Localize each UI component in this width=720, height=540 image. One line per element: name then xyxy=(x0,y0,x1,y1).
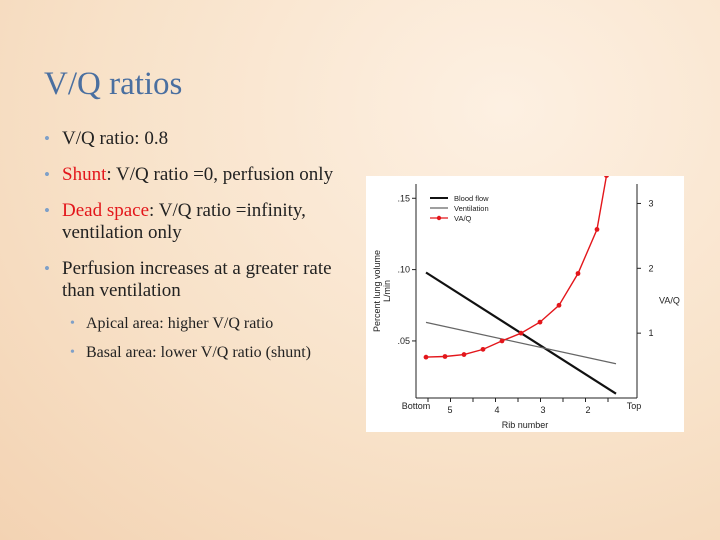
y2-tick-label: 3 xyxy=(648,198,653,208)
series-line-ventilation xyxy=(425,321,617,365)
vaq-data-point xyxy=(480,346,486,352)
bullet-dead-space: Dead space: V/Q ratio =infinity, ventila… xyxy=(44,200,344,244)
x-end-label-top: Top xyxy=(627,401,642,411)
sub-bullet-basal: Basal area: lower V/Q ratio (shunt) xyxy=(70,343,344,362)
x-tick-label: 5 xyxy=(447,405,452,415)
vaq-data-point xyxy=(594,226,600,232)
y-tick-label: .05 xyxy=(397,336,410,346)
x-tick-label: 2 xyxy=(585,405,590,415)
x-tick-label: 3 xyxy=(540,405,545,415)
dead-space-term: Dead space xyxy=(62,200,150,221)
vaq-data-point xyxy=(442,354,448,359)
slide-title: V/Q ratios xyxy=(44,66,183,102)
legend-label: Ventilation xyxy=(454,204,489,213)
y-axis-title: Percent lung volumeL/min xyxy=(372,250,392,332)
dead-space-description: : V/Q ratio =infinity, ventilation only xyxy=(62,200,306,243)
vaq-data-point xyxy=(556,302,562,308)
vaq-data-point xyxy=(461,352,467,357)
x-axis-title: Rib number xyxy=(502,420,549,430)
bullet-shunt: Shunt: V/Q ratio =0, perfusion only xyxy=(44,164,344,186)
legend-marker xyxy=(436,215,442,221)
vq-chart: .05 .10 .15 1 2 3 5 4 3 2 Bottom Top Rib number Perce… xyxy=(366,176,684,432)
y2-tick-label: 2 xyxy=(648,263,653,273)
bullet-vq-ratio: V/Q ratio: 0.8 xyxy=(44,128,344,150)
vaq-data-point xyxy=(575,271,581,276)
bullet-text: Perfusion increases at a greater rate th… xyxy=(62,258,332,301)
y2-axis-title: VA/Q xyxy=(659,296,680,306)
vaq-data-point xyxy=(518,330,524,336)
sub-bullet-list: Apical area: higher V/Q ratio Basal area… xyxy=(70,314,344,362)
vaq-data-point xyxy=(423,354,429,360)
bullet-text: V/Q ratio: 0.8 xyxy=(62,128,169,149)
vaq-data-point xyxy=(499,338,505,344)
x-end-label-bottom: Bottom xyxy=(402,401,431,411)
shunt-term: Shunt xyxy=(62,164,107,185)
chart-svg: .05 .10 .15 1 2 3 5 4 3 2 Bottom Top Rib number Perce… xyxy=(372,176,680,430)
legend-label: Blood flow xyxy=(454,194,489,203)
vaq-data-point xyxy=(537,319,543,325)
shunt-description: : V/Q ratio =0, perfusion only xyxy=(106,164,334,185)
y-tick-label: .15 xyxy=(397,193,410,203)
y2-tick-label: 1 xyxy=(648,328,653,338)
y-tick-label: .10 xyxy=(397,265,410,275)
sub-bullet-apical: Apical area: higher V/Q ratio xyxy=(70,314,344,333)
x-tick-label: 4 xyxy=(494,405,499,415)
vaq-data-point xyxy=(604,176,609,178)
bullet-perfusion: Perfusion increases at a greater rate th… xyxy=(44,258,344,362)
bullet-list: V/Q ratio: 0.8 Shunt: V/Q ratio =0, perf… xyxy=(44,128,344,376)
legend-label: VA/Q xyxy=(454,214,472,223)
